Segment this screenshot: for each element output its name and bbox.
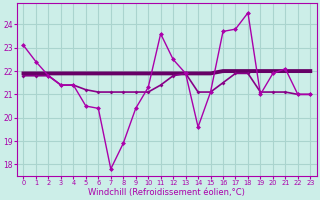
X-axis label: Windchill (Refroidissement éolien,°C): Windchill (Refroidissement éolien,°C) (88, 188, 245, 197)
